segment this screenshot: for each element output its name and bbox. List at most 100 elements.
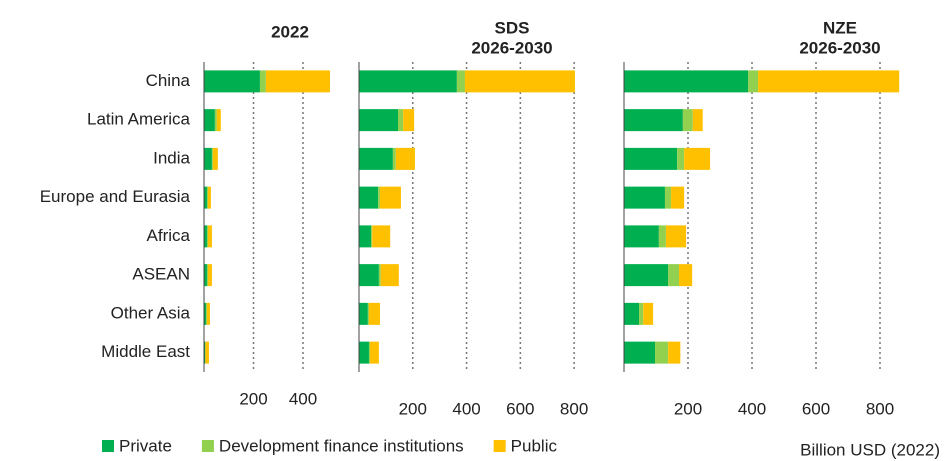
bar-segment bbox=[758, 70, 900, 93]
bar-segment bbox=[216, 109, 221, 132]
bar-segment bbox=[368, 302, 380, 325]
x-tick-label: 800 bbox=[866, 399, 894, 418]
category-label: Africa bbox=[147, 226, 191, 245]
bar-segment bbox=[392, 147, 396, 170]
panel-title: 2026-2030 bbox=[799, 38, 880, 57]
bar-segment bbox=[371, 225, 373, 248]
x-tick-label: 400 bbox=[289, 389, 317, 408]
bar-segment bbox=[204, 147, 212, 170]
x-axis-unit: Billion USD (2022) bbox=[800, 440, 940, 459]
bar-segment bbox=[367, 302, 369, 325]
category-label: Other Asia bbox=[111, 303, 191, 322]
bar-segment bbox=[397, 109, 404, 132]
bar-segment bbox=[214, 109, 217, 132]
x-tick-label: 600 bbox=[506, 399, 534, 418]
bar-segment bbox=[204, 302, 206, 325]
bar-segment bbox=[643, 302, 654, 325]
bar-segment bbox=[211, 147, 213, 170]
legend-label: Private bbox=[119, 436, 172, 455]
x-tick-label: 200 bbox=[239, 389, 267, 408]
bar-segment bbox=[677, 147, 685, 170]
bar-segment bbox=[359, 225, 372, 248]
legend-swatch bbox=[201, 440, 214, 452]
bar-segment bbox=[665, 225, 687, 248]
bar-segment bbox=[204, 264, 207, 287]
bar-segment bbox=[372, 225, 391, 248]
bar-segment bbox=[671, 186, 685, 209]
category-label: Latin America bbox=[87, 110, 191, 129]
bar-segment bbox=[379, 186, 401, 209]
bar-segment bbox=[658, 225, 666, 248]
bar-segment bbox=[380, 264, 399, 287]
bar-segment bbox=[684, 147, 711, 170]
bar-segment bbox=[206, 186, 208, 209]
bar-segment bbox=[205, 302, 207, 325]
panel-title: 2026-2030 bbox=[471, 38, 552, 57]
bar-segment bbox=[359, 302, 368, 325]
category-label: India bbox=[153, 148, 190, 167]
bar-segment bbox=[206, 225, 208, 248]
bar-segment bbox=[207, 264, 212, 287]
bar-segment bbox=[668, 341, 681, 364]
bar-segment bbox=[679, 264, 693, 287]
bar-segment bbox=[368, 341, 371, 364]
bar-segment bbox=[204, 186, 207, 209]
category-label: Europe and Eurasia bbox=[40, 187, 191, 206]
panel-title: NZE bbox=[823, 18, 857, 37]
bar-segment bbox=[692, 109, 703, 132]
bar-segment bbox=[624, 225, 659, 248]
bar-segment bbox=[265, 70, 330, 93]
bar-segment bbox=[359, 341, 369, 364]
bar-segment bbox=[456, 70, 465, 93]
x-tick-label: 200 bbox=[399, 399, 427, 418]
bar-segment bbox=[204, 109, 215, 132]
panel-title: SDS bbox=[495, 18, 530, 37]
bar-segment bbox=[624, 147, 678, 170]
bar-segment bbox=[624, 302, 640, 325]
bar-segment bbox=[206, 264, 208, 287]
bar-segment bbox=[378, 264, 381, 287]
bar-segment bbox=[624, 70, 749, 93]
bar-segment bbox=[212, 147, 218, 170]
category-label: Middle East bbox=[101, 342, 190, 361]
category-label: China bbox=[146, 71, 191, 90]
bar-segment bbox=[207, 225, 212, 248]
bar-segment bbox=[359, 70, 457, 93]
bar-segment bbox=[624, 341, 656, 364]
x-tick-label: 400 bbox=[738, 399, 766, 418]
bar-segment bbox=[664, 186, 672, 209]
bar-segment bbox=[395, 147, 415, 170]
bar-segment bbox=[359, 186, 379, 209]
bar-segment bbox=[359, 264, 379, 287]
bar-segment bbox=[624, 264, 669, 287]
panel-title: 2022 bbox=[271, 22, 309, 41]
bar-segment bbox=[259, 70, 266, 93]
x-tick-label: 400 bbox=[452, 399, 480, 418]
legend-label: Public bbox=[511, 436, 558, 455]
bar-segment bbox=[682, 109, 693, 132]
x-tick-label: 800 bbox=[560, 399, 588, 418]
bar-segment bbox=[204, 225, 207, 248]
bar-segment bbox=[624, 109, 683, 132]
bar-segment bbox=[359, 147, 393, 170]
bar-segment bbox=[378, 186, 380, 209]
bar-segment bbox=[205, 341, 209, 364]
bar-segment bbox=[624, 186, 665, 209]
legend-swatch bbox=[102, 440, 114, 452]
bar-segment bbox=[655, 341, 669, 364]
bar-segment bbox=[207, 186, 211, 209]
bar-segment bbox=[370, 341, 379, 364]
x-tick-label: 200 bbox=[674, 399, 702, 418]
bar-segment bbox=[464, 70, 575, 93]
bar-segment bbox=[204, 70, 260, 93]
x-tick-label: 600 bbox=[802, 399, 830, 418]
legend-label: Development finance institutions bbox=[219, 436, 464, 455]
bar-segment bbox=[748, 70, 759, 93]
legend-swatch bbox=[493, 440, 506, 452]
bar-segment bbox=[359, 109, 398, 132]
bar-segment bbox=[639, 302, 644, 325]
bar-segment bbox=[206, 302, 210, 325]
bar-segment bbox=[403, 109, 415, 132]
bar-segment bbox=[668, 264, 680, 287]
